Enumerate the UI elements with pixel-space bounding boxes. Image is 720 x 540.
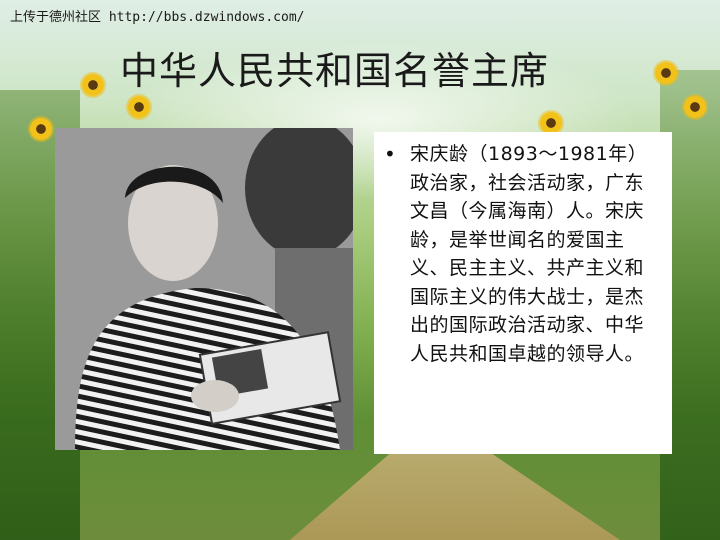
- sunflower-icon: [128, 96, 150, 118]
- watermark-text: 上传于德州社区 http://bbs.dzwindows.com/: [10, 10, 305, 25]
- sunflower-icon: [684, 96, 706, 118]
- background-path: [290, 440, 620, 540]
- sunflower-icon: [30, 118, 52, 140]
- slide-title: 中华人民共和国名誉主席: [120, 49, 550, 93]
- sunflower-icon: [82, 74, 104, 96]
- portrait-photo: [55, 128, 353, 450]
- bio-paragraph: 宋庆龄（1893～1981年）政治家，社会活动家，广东文昌（今属海南）人。宋庆龄…: [410, 143, 648, 365]
- sunflower-icon: [655, 62, 677, 84]
- portrait-photo-icon: [55, 128, 353, 450]
- content-box: • 宋庆龄（1893～1981年）政治家，社会活动家，广东文昌（今属海南）人。宋…: [374, 132, 672, 454]
- list-item: • 宋庆龄（1893～1981年）政治家，社会活动家，广东文昌（今属海南）人。宋…: [384, 140, 654, 368]
- sunflower-icon: [540, 112, 562, 134]
- bullet-icon: •: [384, 142, 396, 166]
